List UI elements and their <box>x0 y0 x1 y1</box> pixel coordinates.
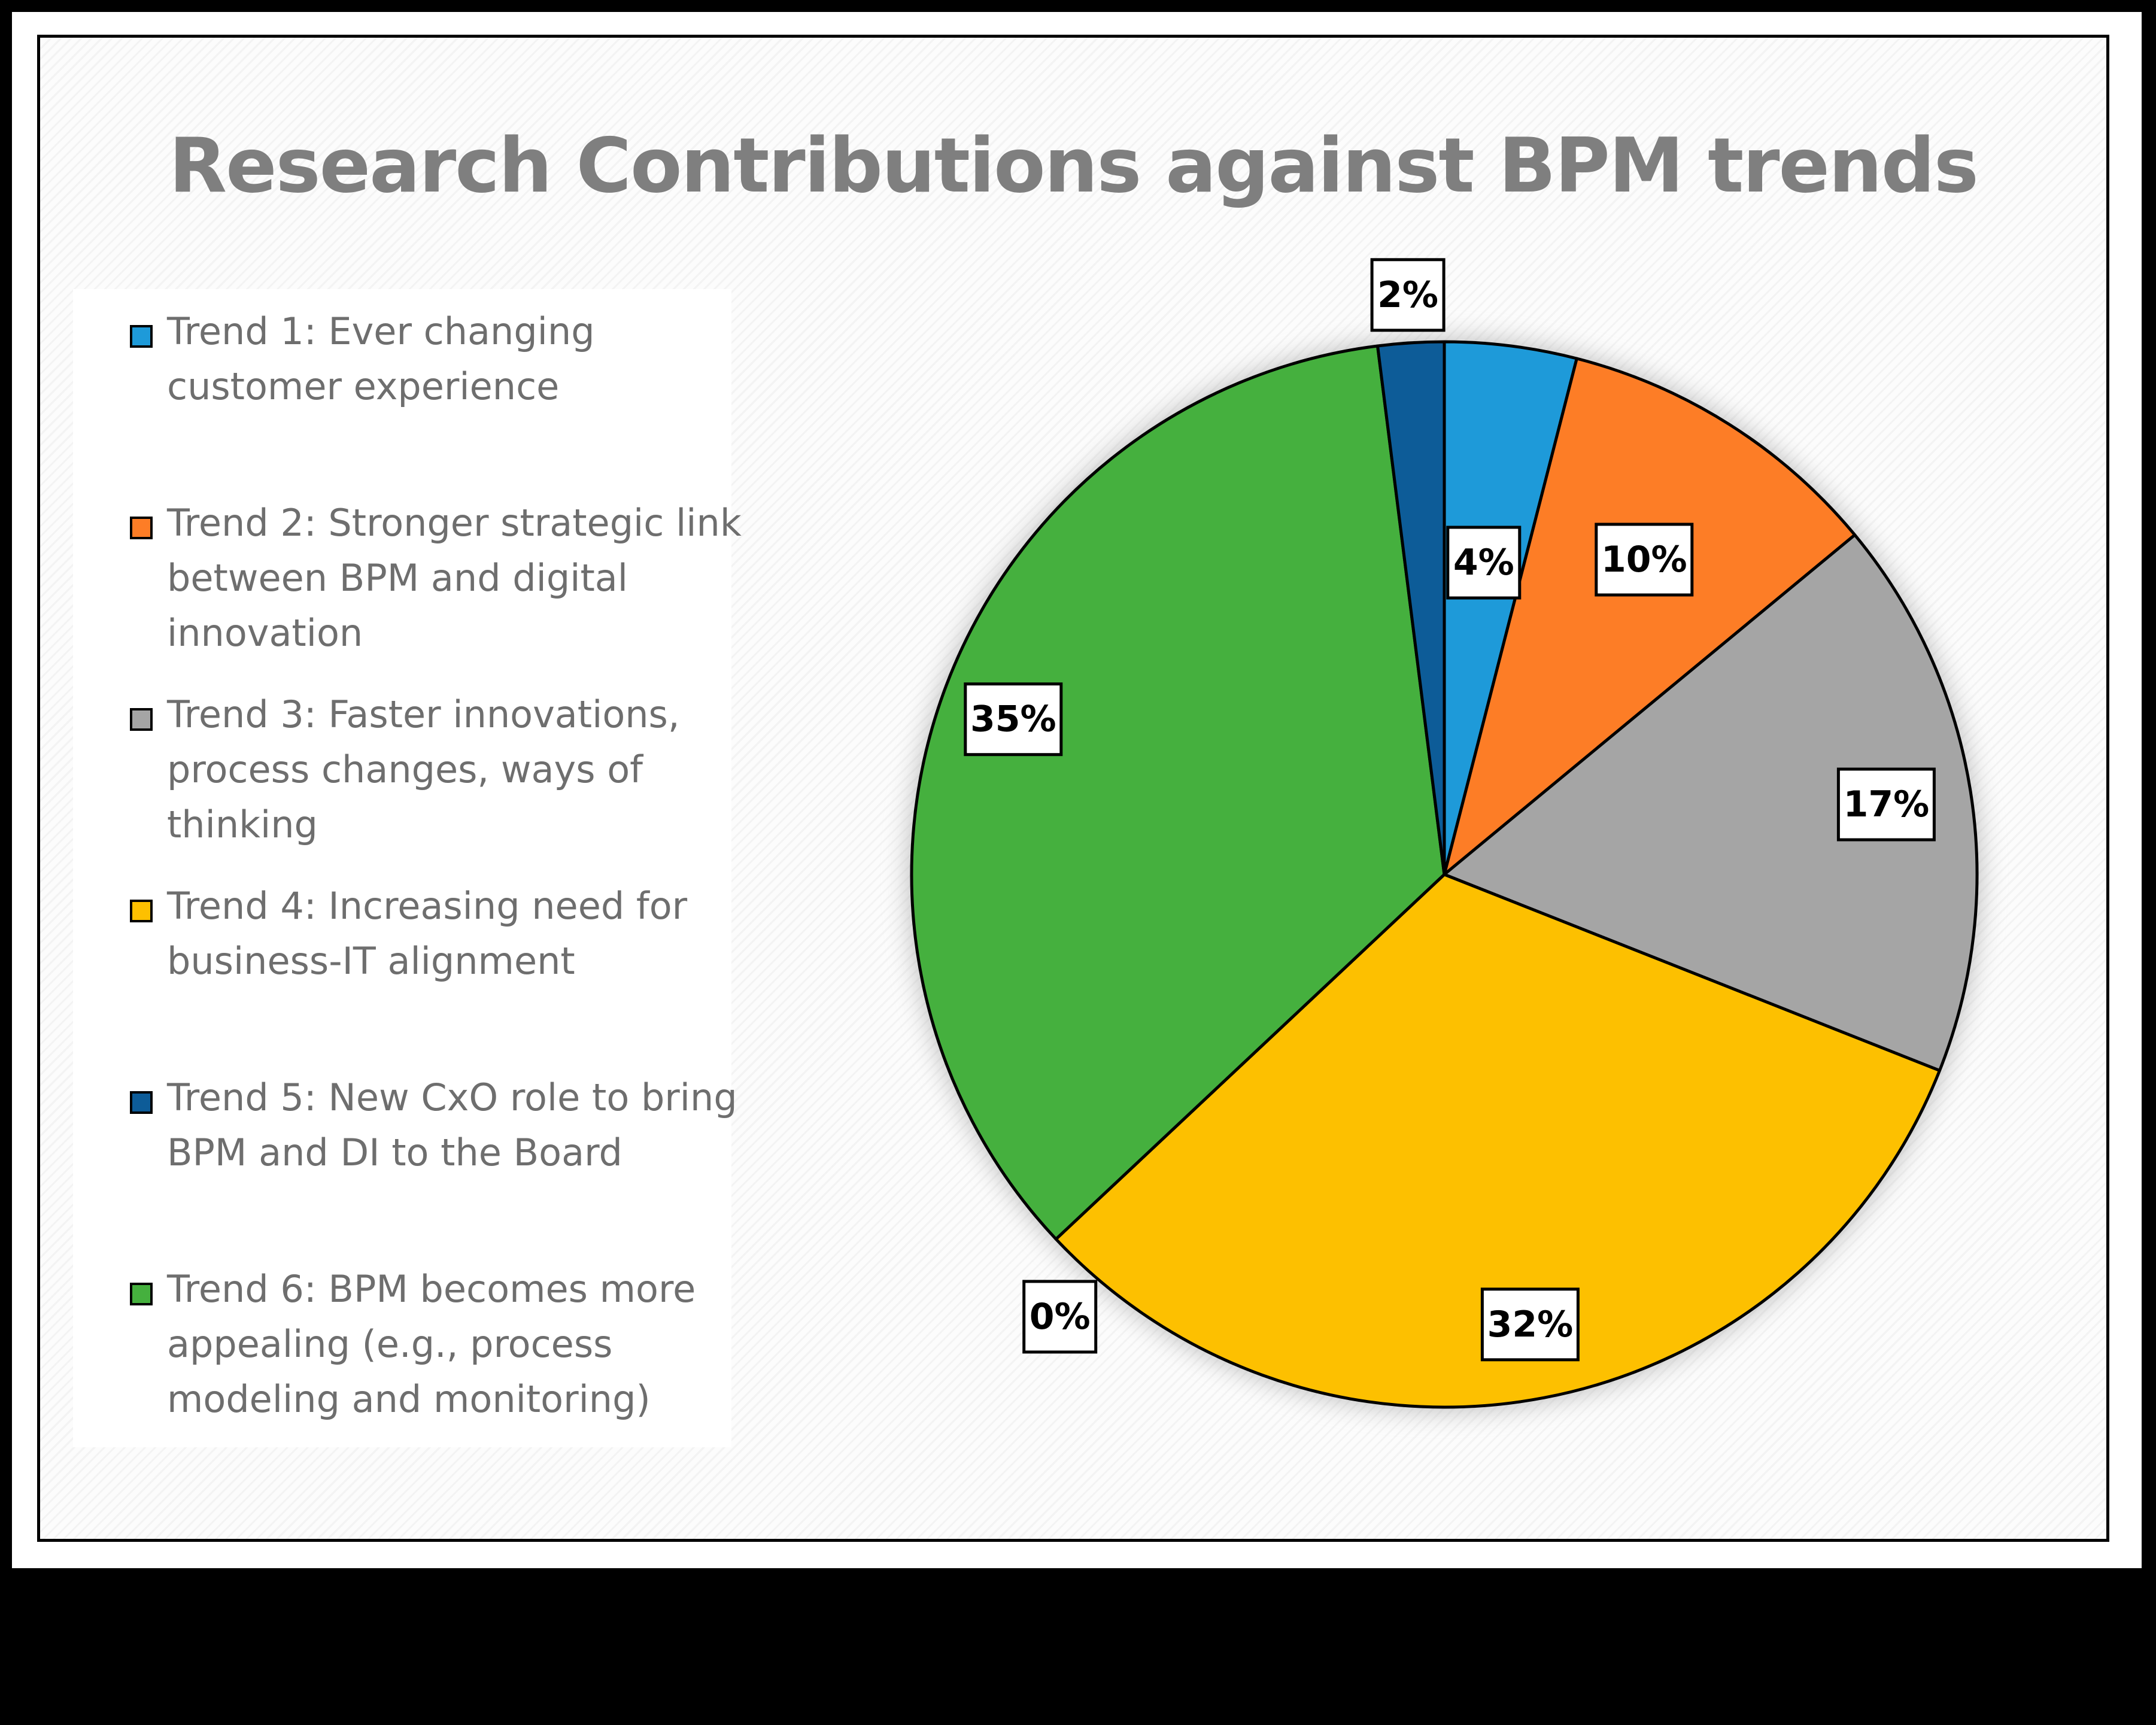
data-label-slice-7: 2% <box>1370 258 1446 332</box>
data-label-slice-3: 17% <box>1836 767 1936 842</box>
pie-slice-7 <box>1376 340 1446 876</box>
data-label-slice-2: 10% <box>1595 523 1694 597</box>
chart-area: Research Contributions against BPM trend… <box>37 35 2109 1542</box>
legend-label-trend-2: Trend 2: Stronger strategic link between… <box>167 501 742 655</box>
data-label-slice-4: 32% <box>1480 1287 1580 1362</box>
data-label-text-slice-7: 2% <box>1377 274 1438 316</box>
data-label-slice-5: 0% <box>1022 1280 1098 1354</box>
chart-title: Research Contributions against BPM trend… <box>169 122 1979 209</box>
legend-swatch-trend-6 <box>130 1283 153 1305</box>
data-label-text-slice-2: 10% <box>1601 539 1687 581</box>
pie-slices <box>910 340 1979 1409</box>
pie-slice-2 <box>1443 357 1857 876</box>
pie-data-labels: 4% 10% 17% 32% 0% 35% 2% <box>964 258 1936 1362</box>
legend-label-trend-3: Trend 3: Faster innovations, process cha… <box>167 693 680 846</box>
data-label-box-slice-6 <box>964 682 1063 757</box>
legend-label-trend-1: Trend 1: Ever changing customer experien… <box>167 309 595 408</box>
data-label-text-slice-1: 4% <box>1453 542 1514 584</box>
data-label-text-slice-3: 17% <box>1844 783 1930 825</box>
data-label-box-slice-2 <box>1595 523 1694 597</box>
legend-swatch-trend-2 <box>130 517 153 539</box>
pie-slice-6 <box>910 344 1446 1241</box>
data-label-box-slice-4 <box>1480 1287 1580 1362</box>
data-label-box-slice-7 <box>1370 258 1446 332</box>
data-label-box-slice-5 <box>1022 1280 1098 1354</box>
legend-label-trend-5: Trend 5: New CxO role to bring BPM and D… <box>167 1076 737 1174</box>
pie-slice-3 <box>1443 533 1979 1073</box>
legend-label-trend-6: Trend 6: BPM becomes more appealing (e.g… <box>167 1267 696 1421</box>
data-label-slice-1: 4% <box>1446 526 1522 600</box>
data-label-text-slice-4: 32% <box>1487 1304 1574 1346</box>
data-label-text-slice-6: 35% <box>970 698 1056 740</box>
legend-swatch-trend-1 <box>130 325 153 348</box>
data-label-box-slice-3 <box>1836 767 1936 842</box>
legend: Trend 1: Ever changing customer experien… <box>73 289 742 1447</box>
legend-swatch-trend-5 <box>130 1091 153 1114</box>
data-label-text-slice-5: 0% <box>1030 1296 1091 1338</box>
data-label-box-slice-1 <box>1446 526 1522 600</box>
legend-swatch-trend-4 <box>130 900 153 922</box>
data-label-slice-6: 35% <box>964 682 1063 757</box>
pie-slice-4 <box>1054 873 1941 1409</box>
legend-swatch-trend-3 <box>130 708 153 731</box>
legend-label-trend-4: Trend 4: Increasing need for business-IT… <box>167 884 688 983</box>
pie-chart: 4% 10% 17% 32% 0% 35% 2% <box>909 258 1980 1410</box>
